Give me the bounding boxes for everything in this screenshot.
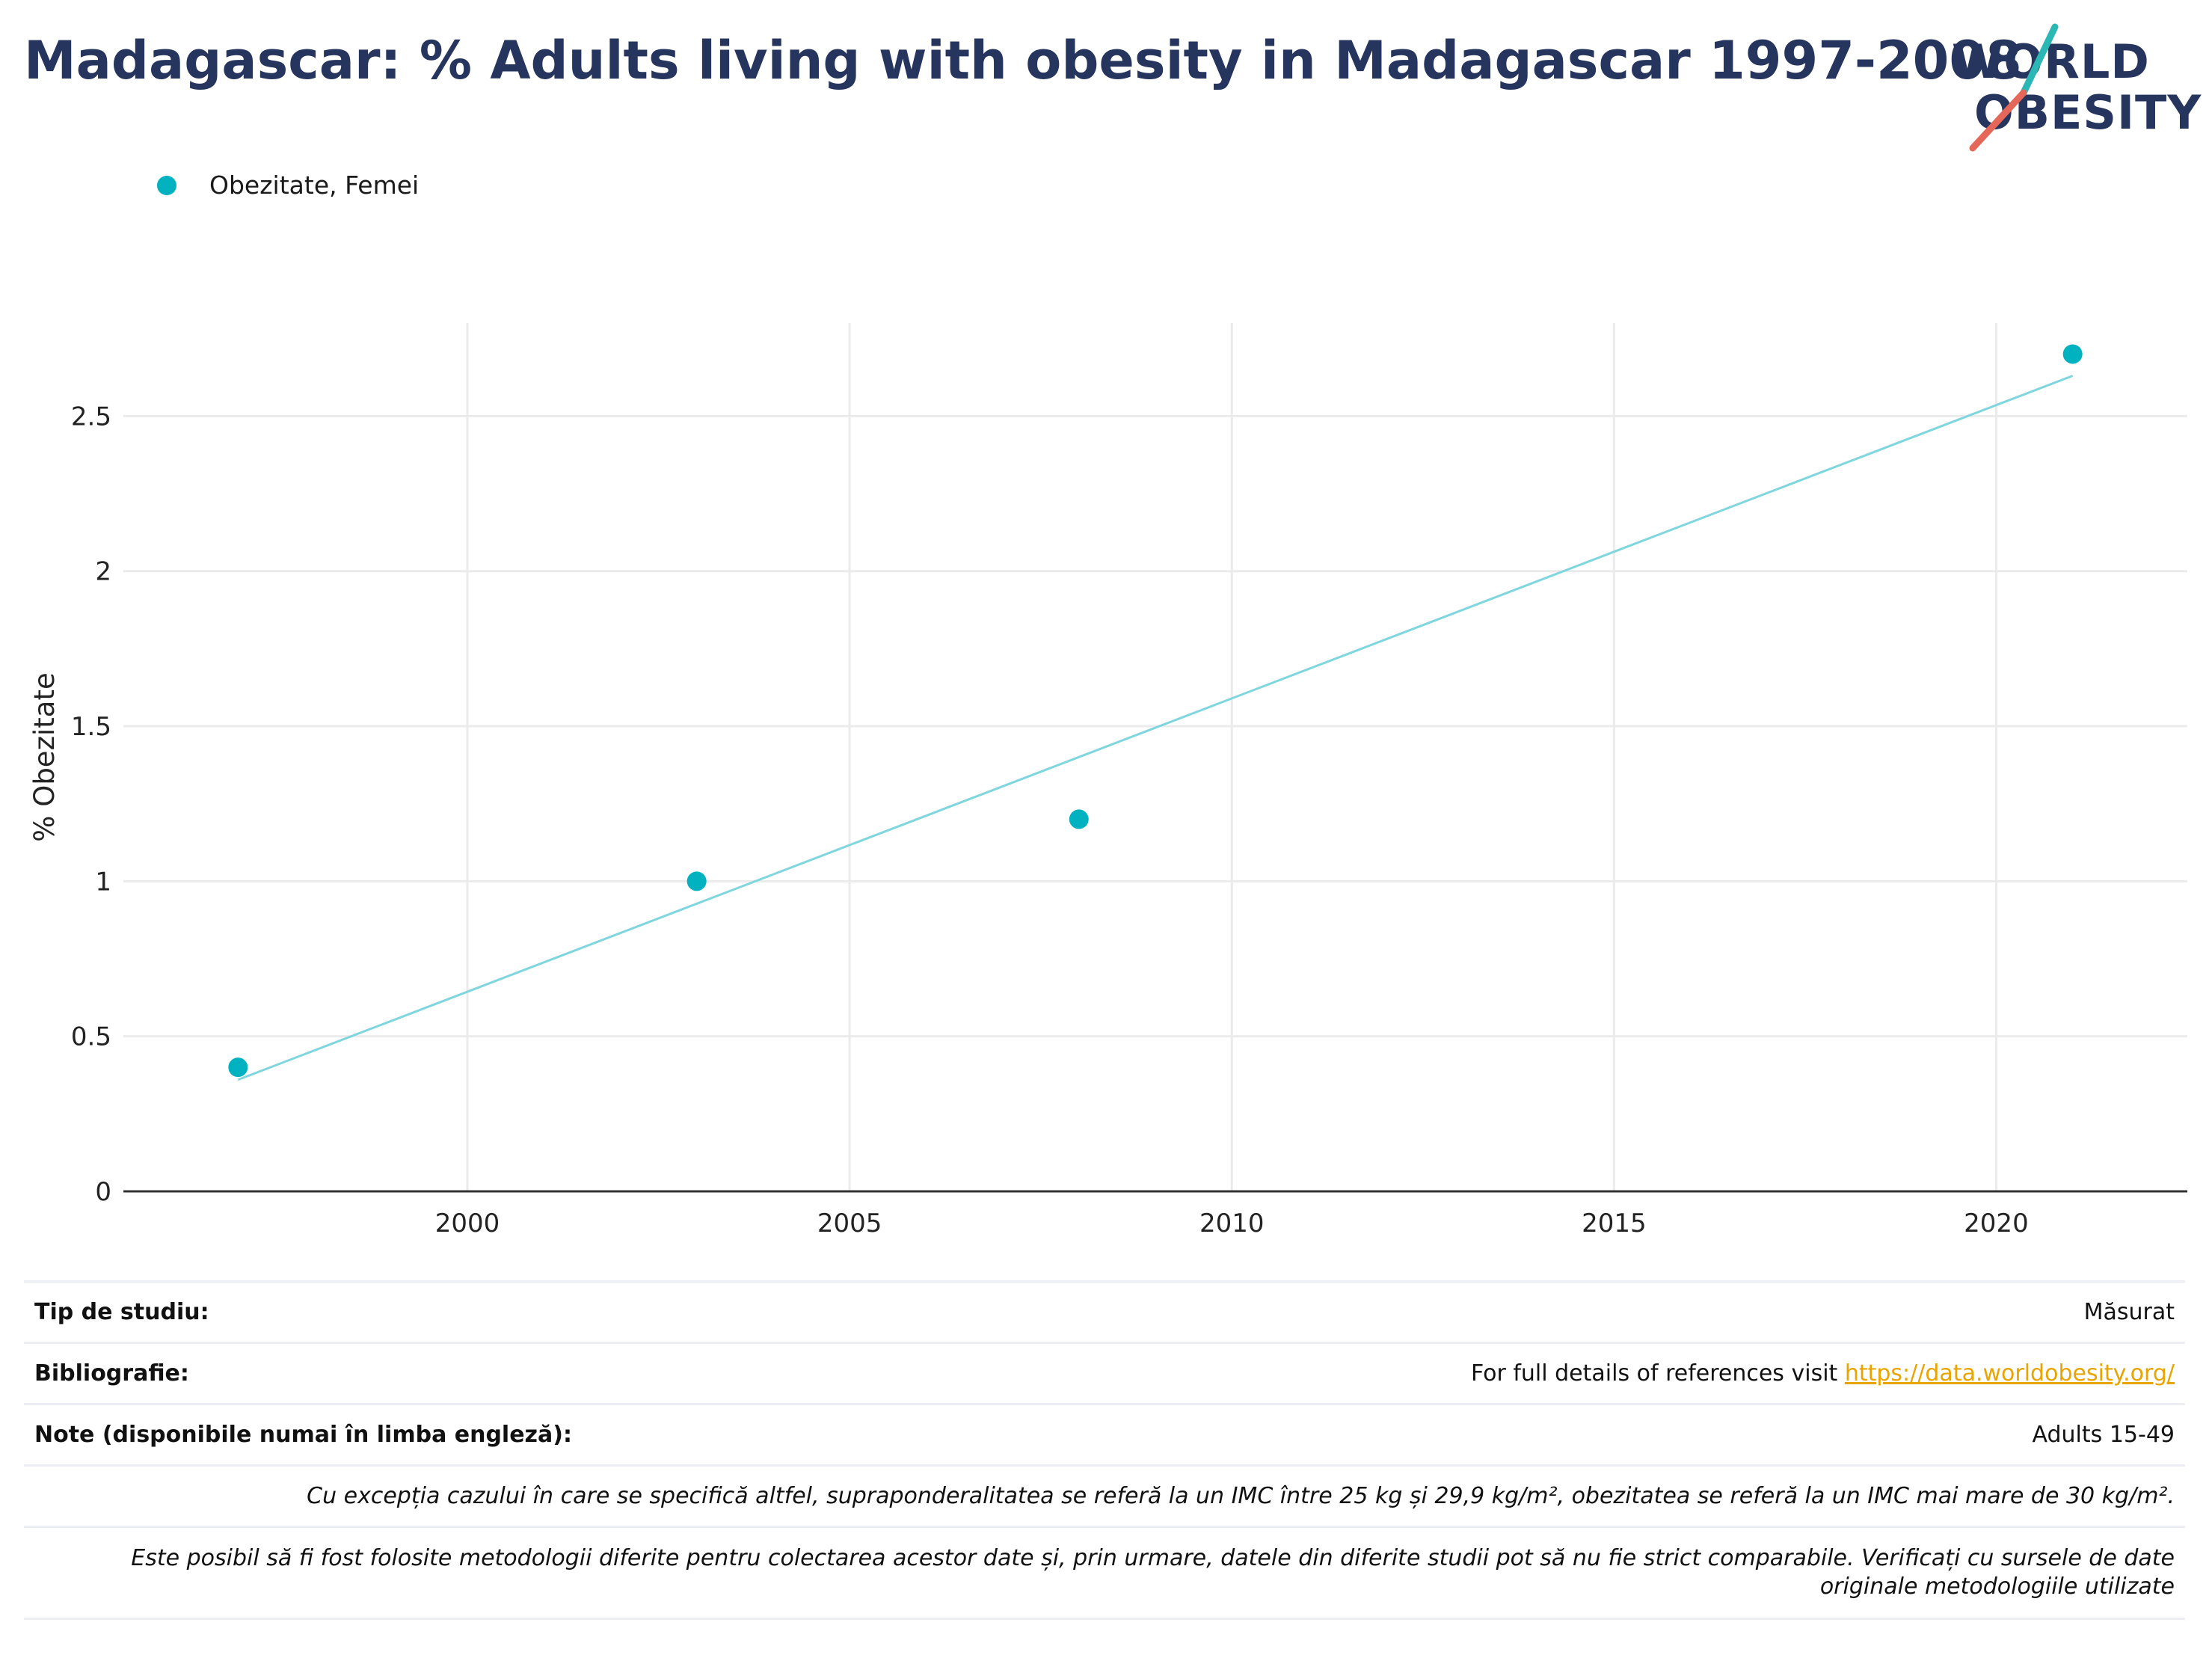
logo-word-world: WORLD [1952, 34, 2150, 89]
x-axis-ticks: 2000 2005 2010 2015 2020 [435, 1209, 2029, 1238]
chart-title: Madagascar: % Adults living with obesity… [24, 30, 2022, 91]
y-tick-label: 2.5 [71, 402, 111, 432]
bibliography-text: For full details of references visit [1470, 1360, 1845, 1387]
study-type-value: Măsurat [2083, 1299, 2175, 1325]
bibliography-link[interactable]: https://data.worldobesity.org/ [1844, 1360, 2175, 1387]
x-tick-label: 2005 [817, 1209, 882, 1238]
notes-row: Note (disponibile numai în limba engleză… [24, 1403, 2185, 1464]
y-tick-label: 0.5 [71, 1022, 111, 1052]
data-point [2062, 344, 2083, 364]
chart-grid [123, 323, 2187, 1191]
bibliography-row: Bibliografie: For full details of refere… [24, 1342, 2185, 1403]
data-point [1069, 809, 1089, 829]
y-axis-label: % Obezitate [28, 672, 61, 841]
notes-label: Note (disponibile numai în limba engleză… [34, 1422, 572, 1448]
world-obesity-logo[interactable]: WORLD OBESITY [1952, 21, 2202, 156]
trendline-layer [237, 375, 2074, 1081]
methodology-note-row: Este posibil să fi fost folosite metodol… [24, 1526, 2185, 1620]
y-tick-label: 2 [95, 557, 111, 587]
x-tick-label: 2000 [435, 1209, 500, 1238]
notes-value: Adults 15-49 [2032, 1422, 2175, 1448]
chart-legend[interactable]: Obezitate, Femei [157, 171, 419, 200]
definition-note-row: Cu excepția cazului în care se specifică… [24, 1464, 2185, 1526]
y-tick-label: 1 [95, 867, 111, 897]
logo-word-obesity: OBESITY [1974, 85, 2202, 140]
y-tick-label: 0 [95, 1177, 111, 1207]
y-tick-label: 1.5 [71, 712, 111, 742]
definition-note: Cu excepția cazului în care se specifică… [307, 1482, 2175, 1509]
bibliography-label: Bibliografie: [34, 1360, 189, 1387]
info-table: Tip de studiu: Măsurat Bibliografie: For… [24, 1280, 2185, 1620]
trendline [237, 375, 2074, 1081]
x-tick-label: 2020 [1964, 1209, 2029, 1238]
scatter-chart: 2000 2005 2010 2015 2020 0 0.5 1 1.5 2 2.5 % Obez… [28, 323, 2187, 1238]
methodology-note: Este posibil să fi fost folosite metodol… [131, 1545, 2175, 1600]
logo-slash-icon [1969, 23, 2059, 152]
x-tick-label: 2010 [1199, 1209, 1265, 1238]
study-type-row: Tip de studiu: Măsurat [24, 1280, 2185, 1342]
legend-label: Obezitate, Femei [209, 171, 420, 200]
study-type-label: Tip de studiu: [34, 1299, 209, 1325]
legend-marker [157, 175, 176, 195]
x-tick-label: 2015 [1582, 1209, 1647, 1238]
data-point [228, 1057, 248, 1078]
data-points [228, 344, 2083, 1078]
y-axis-ticks: 0 0.5 1 1.5 2 2.5 [71, 402, 111, 1207]
data-point [686, 871, 707, 891]
bibliography-value: For full details of references visit htt… [1471, 1360, 2175, 1387]
